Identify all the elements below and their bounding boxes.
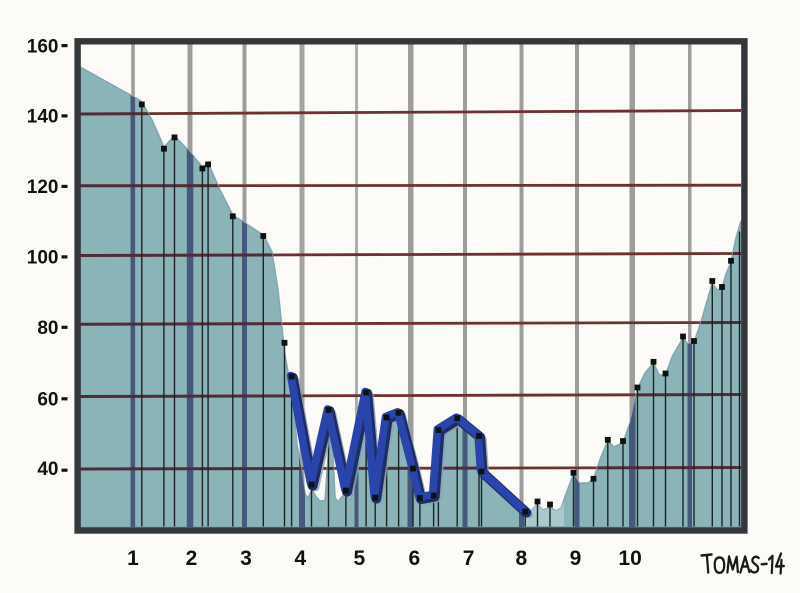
svg-text:100: 100	[27, 248, 59, 269]
svg-text:3: 3	[240, 547, 252, 570]
svg-text:9: 9	[570, 547, 582, 570]
svg-text:120: 120	[27, 177, 59, 198]
svg-text:40: 40	[37, 459, 58, 480]
svg-text:60: 60	[37, 390, 58, 411]
svg-text:5: 5	[353, 547, 365, 570]
svg-text:4: 4	[295, 547, 307, 570]
svg-text:80: 80	[37, 318, 58, 339]
svg-text:8: 8	[515, 547, 527, 570]
svg-text:10: 10	[618, 547, 641, 570]
svg-text:2: 2	[186, 547, 198, 570]
svg-text:7: 7	[463, 547, 475, 570]
svg-text:6: 6	[409, 547, 421, 570]
svg-text:1: 1	[127, 547, 139, 570]
svg-text:160: 160	[27, 36, 59, 57]
svg-text:140: 140	[27, 107, 59, 128]
